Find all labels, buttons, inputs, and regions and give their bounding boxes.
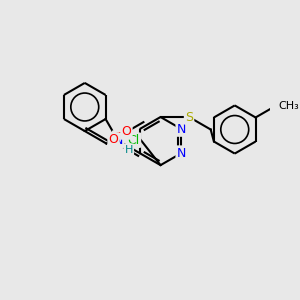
Text: N: N bbox=[177, 123, 186, 136]
Text: O: O bbox=[122, 125, 131, 139]
Text: O: O bbox=[109, 134, 118, 146]
Text: O: O bbox=[113, 131, 123, 145]
Text: CH₃: CH₃ bbox=[278, 101, 299, 111]
Text: S: S bbox=[185, 110, 193, 124]
Text: N: N bbox=[177, 147, 186, 160]
Text: Cl: Cl bbox=[128, 134, 140, 147]
Text: N: N bbox=[113, 134, 123, 147]
Text: H: H bbox=[124, 145, 133, 154]
